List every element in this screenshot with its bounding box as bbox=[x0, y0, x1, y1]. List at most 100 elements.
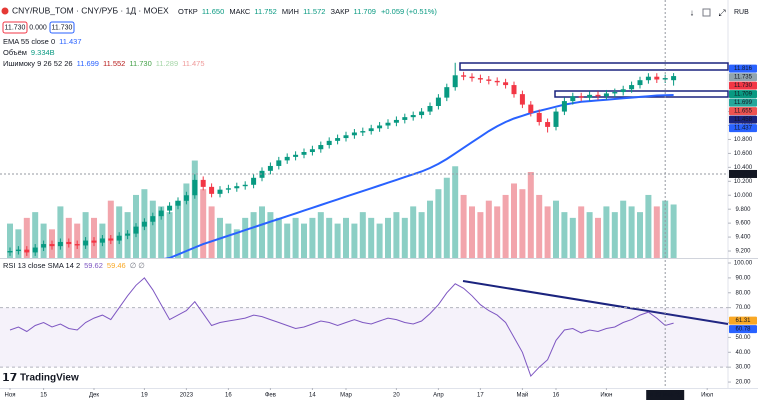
rsi-tick-label: 100.00 bbox=[734, 261, 753, 267]
currency[interactable]: RUB bbox=[734, 9, 749, 16]
rsi-tick-label: 20.00 bbox=[735, 380, 751, 386]
ohlc-label: МИН bbox=[282, 7, 299, 16]
rsi-legend-value: 59.62 bbox=[84, 261, 103, 270]
volume-bar bbox=[309, 217, 316, 258]
volume-bar bbox=[351, 223, 358, 258]
candle-body bbox=[503, 82, 509, 86]
volume-bar bbox=[561, 212, 568, 258]
candle-body bbox=[326, 140, 332, 146]
candle-body bbox=[536, 112, 542, 123]
candle-body bbox=[444, 87, 450, 98]
volume-bar bbox=[284, 223, 291, 258]
volume-bar bbox=[242, 217, 249, 258]
sell-button[interactable] bbox=[2, 21, 28, 34]
candle-body bbox=[511, 85, 517, 95]
volume-bar bbox=[519, 189, 526, 258]
symbol-title[interactable]: CNY/RUB_TOM · CNY/РУБ · 1Д · MOEX bbox=[12, 5, 169, 15]
candle-body bbox=[360, 131, 366, 133]
candle-body bbox=[192, 179, 198, 196]
scroll-button[interactable]: ↓ bbox=[690, 7, 695, 17]
x-tick-label: Дек bbox=[89, 393, 99, 399]
volume-bar bbox=[645, 194, 652, 258]
indicator-value: 11.289 bbox=[156, 59, 178, 68]
candle-body bbox=[410, 115, 416, 118]
volume-bar bbox=[469, 206, 475, 258]
candle-body bbox=[393, 119, 399, 123]
volume-bar bbox=[418, 212, 425, 258]
volume-bar bbox=[343, 217, 349, 258]
indicator-value: 11.437 bbox=[59, 37, 81, 46]
candle-body bbox=[427, 105, 433, 112]
ohlc-value: 11.572 bbox=[303, 7, 325, 16]
candle-body bbox=[603, 93, 609, 97]
ohlc-label: ЗАКР bbox=[331, 7, 350, 16]
crosshair-price-label: 10.305 bbox=[734, 172, 753, 178]
candle-body bbox=[183, 195, 189, 201]
candle-body bbox=[461, 75, 467, 77]
price-marker bbox=[729, 325, 757, 334]
x-tick-label: Ноя bbox=[5, 393, 16, 399]
x-tick-label: Июл bbox=[701, 393, 714, 399]
y-tick-label: 9.200 bbox=[735, 249, 751, 255]
candle-body bbox=[335, 138, 341, 141]
candle-body bbox=[578, 96, 584, 98]
volume-bar bbox=[628, 206, 635, 258]
price-marker-label: 11.458 bbox=[734, 117, 753, 123]
candle-body bbox=[435, 97, 441, 106]
volume-bar bbox=[225, 223, 232, 258]
indicator-legends: EMA 55 close 0 11.437 Объём 9.334B Ишимоку 9… bbox=[3, 37, 205, 68]
rectangle-drawing[interactable] bbox=[459, 62, 729, 71]
x-tick-label: 16 bbox=[225, 393, 232, 399]
volume-bar bbox=[32, 212, 39, 258]
candle-body bbox=[49, 244, 55, 247]
volume-bar bbox=[359, 212, 366, 258]
volume-bar bbox=[259, 206, 265, 258]
ohlc-value: 11.709 bbox=[354, 7, 376, 16]
trend-line[interactable] bbox=[462, 280, 729, 325]
sell-price[interactable]: 11.730 bbox=[5, 24, 26, 31]
crosshair-date-box bbox=[646, 390, 685, 400]
volume-bar bbox=[401, 217, 408, 258]
indicator-value: 11.730 bbox=[129, 59, 151, 68]
price-marker-label: 11.437 bbox=[734, 126, 753, 132]
volume-bar bbox=[7, 223, 13, 258]
volume-bar bbox=[301, 223, 307, 258]
buy-button[interactable] bbox=[49, 21, 75, 34]
y-tick-label: 10.800 bbox=[734, 137, 753, 143]
volume-bar bbox=[200, 189, 207, 258]
indicator-value: 11.552 bbox=[103, 59, 125, 68]
volume-bar bbox=[65, 217, 72, 258]
indicator-legend: EMA 55 close 0 11.437 bbox=[3, 37, 82, 46]
volume-bar bbox=[57, 206, 64, 258]
y-tick-label: 10.600 bbox=[734, 151, 753, 157]
candle-body bbox=[301, 152, 307, 155]
candle-body bbox=[242, 184, 248, 187]
indicator-value: 11.699 bbox=[77, 59, 99, 68]
volume-bar bbox=[149, 200, 156, 258]
volume-bar bbox=[502, 194, 509, 258]
buy-price[interactable]: 11.730 bbox=[52, 24, 73, 31]
volume-bar bbox=[15, 229, 22, 258]
indicator-value: 11.475 bbox=[182, 59, 204, 68]
price-marker-label: 11.699 bbox=[734, 100, 753, 106]
logo[interactable]: TradingView bbox=[20, 373, 79, 384]
candle-body bbox=[368, 128, 374, 132]
rsi-tick-label: 70.00 bbox=[735, 305, 751, 311]
fullscreen-button[interactable]: ⤢ bbox=[717, 7, 725, 17]
maximize-button[interactable] bbox=[702, 8, 711, 17]
ohlc-legend: ОТКР 11.650 МАКС 11.752 МИН 11.572 ЗАКР … bbox=[178, 7, 437, 16]
candle-body bbox=[620, 89, 626, 93]
ohlc-label: МАКС bbox=[229, 7, 251, 16]
candle-body bbox=[553, 111, 559, 127]
candle-body bbox=[225, 188, 231, 190]
price-marker-label: 11.816 bbox=[734, 66, 753, 72]
rsi-band bbox=[0, 307, 728, 368]
volume-bar bbox=[233, 229, 240, 258]
volume-bar bbox=[166, 212, 173, 258]
x-tick-label: Июн bbox=[600, 393, 612, 399]
x-tick-label: 17 bbox=[477, 393, 484, 399]
volume-bar bbox=[250, 212, 257, 258]
x-tick-label: 20 bbox=[393, 393, 400, 399]
candle-body bbox=[419, 111, 425, 116]
